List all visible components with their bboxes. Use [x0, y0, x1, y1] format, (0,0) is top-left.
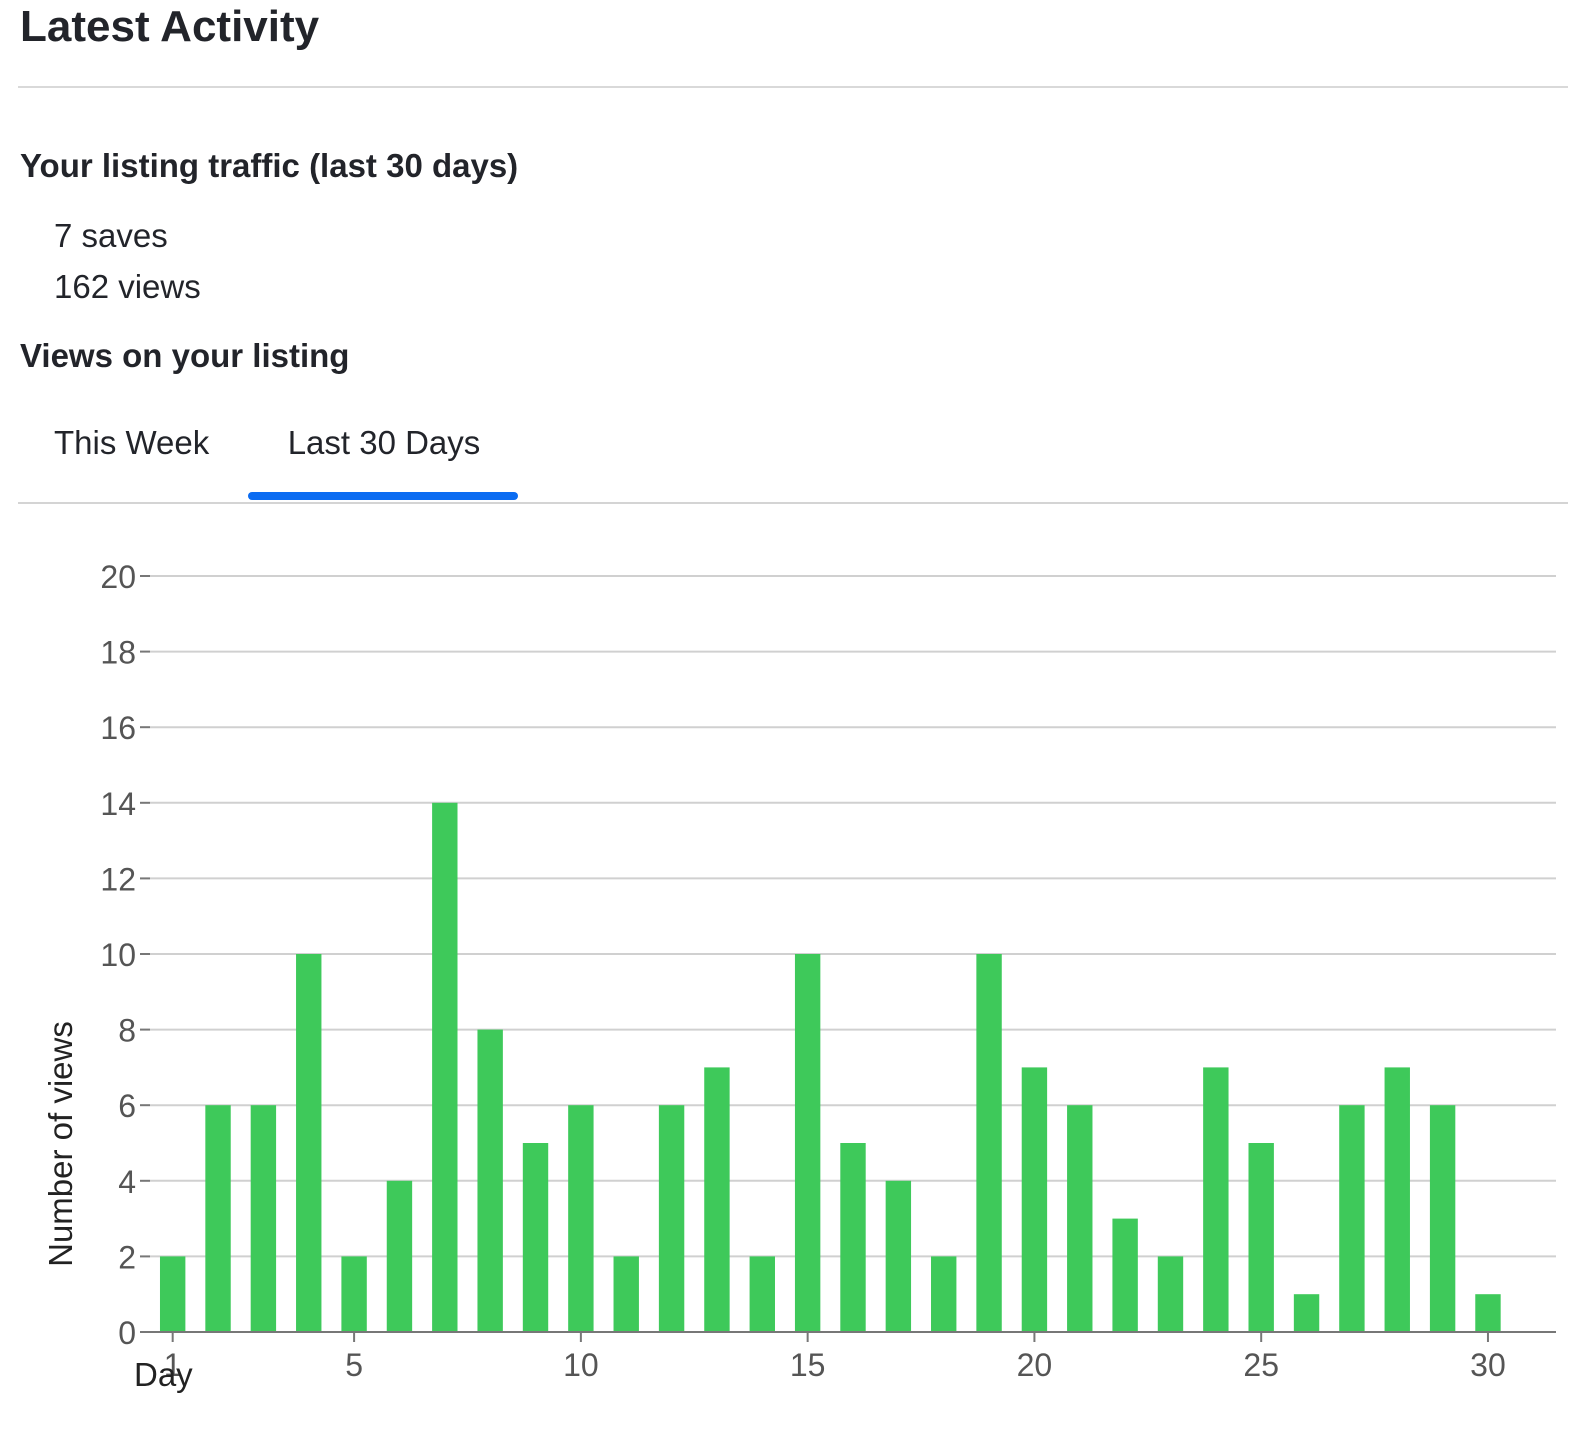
bar-day-24	[1203, 1067, 1229, 1332]
x-tick-label-1: 1	[164, 1347, 182, 1383]
bar-day-27	[1339, 1105, 1365, 1332]
bar-day-22	[1112, 1218, 1138, 1332]
bar-day-6	[386, 1180, 413, 1332]
y-tick-label-20: 20	[100, 559, 136, 595]
x-tick-label-20: 20	[1017, 1347, 1053, 1383]
bar-day-13	[704, 1067, 730, 1332]
tab-this-week[interactable]: This Week	[34, 404, 234, 502]
y-tick-label-16: 16	[100, 710, 136, 746]
x-axis-label: Day	[134, 1356, 193, 1393]
tab-last-30-days-label: Last 30 Days	[287, 424, 481, 461]
bar-day-26	[1293, 1294, 1320, 1332]
bar-day-8	[477, 1029, 503, 1332]
bar-day-14	[749, 1256, 775, 1332]
x-tick-label-15: 15	[790, 1347, 826, 1383]
bar-day-15	[794, 954, 821, 1332]
traffic-heading: Your listing traffic (last 30 days)	[20, 147, 519, 184]
period-tabs: This Week Last 30 Days	[18, 404, 1568, 504]
y-tick-label-14: 14	[100, 786, 136, 822]
bar-day-28	[1384, 1067, 1410, 1332]
y-axis-label: Number of views	[42, 1021, 79, 1267]
y-tick-label-18: 18	[100, 635, 136, 671]
bar-day-1	[159, 1256, 186, 1332]
bar-day-30	[1475, 1294, 1501, 1332]
bar-day-21	[1067, 1105, 1093, 1332]
y-tick-label-12: 12	[100, 861, 136, 897]
y-tick-label-6: 6	[118, 1088, 136, 1124]
tabs-divider	[18, 502, 1568, 504]
bar-day-11	[613, 1256, 639, 1332]
bar-day-2	[205, 1105, 231, 1332]
bars	[159, 802, 1501, 1332]
gridlines	[150, 575, 1556, 1258]
bar-day-29	[1429, 1105, 1456, 1332]
bar-day-9	[522, 1143, 549, 1332]
bar-day-5	[341, 1256, 367, 1332]
y-tick-label-2: 2	[118, 1239, 136, 1275]
y-tick-label-8: 8	[118, 1013, 136, 1049]
y-tick-label-0: 0	[118, 1315, 136, 1351]
bar-day-16	[840, 1143, 866, 1332]
views-heading: Views on your listing	[20, 337, 350, 374]
x-tick-label-30: 30	[1470, 1347, 1506, 1383]
bar-day-17	[885, 1180, 912, 1332]
active-tab-indicator	[248, 492, 518, 500]
tab-last-30-days[interactable]: Last 30 Days	[248, 404, 520, 502]
bar-day-10	[568, 1105, 594, 1332]
x-tick-label-5: 5	[345, 1347, 363, 1383]
bar-day-18	[931, 1256, 957, 1332]
bar-day-4	[296, 954, 322, 1332]
bar-day-23	[1157, 1256, 1184, 1332]
x-tick-label-25: 25	[1243, 1347, 1279, 1383]
bar-day-3	[250, 1105, 277, 1332]
y-tick-label-10: 10	[100, 937, 136, 973]
y-tick-label-4: 4	[118, 1164, 136, 1200]
saves-count: 7 saves	[54, 217, 168, 254]
bar-day-19	[976, 954, 1002, 1332]
views-count: 162 views	[54, 268, 201, 305]
bar-day-7	[432, 802, 458, 1332]
page-title: Latest Activity	[20, 2, 320, 51]
title-divider	[18, 86, 1568, 88]
bar-day-25	[1248, 1143, 1274, 1332]
bar-day-20	[1021, 1067, 1048, 1332]
bar-day-12	[658, 1105, 685, 1332]
x-tick-label-10: 10	[563, 1347, 599, 1383]
tab-this-week-label: This Week	[54, 424, 210, 461]
